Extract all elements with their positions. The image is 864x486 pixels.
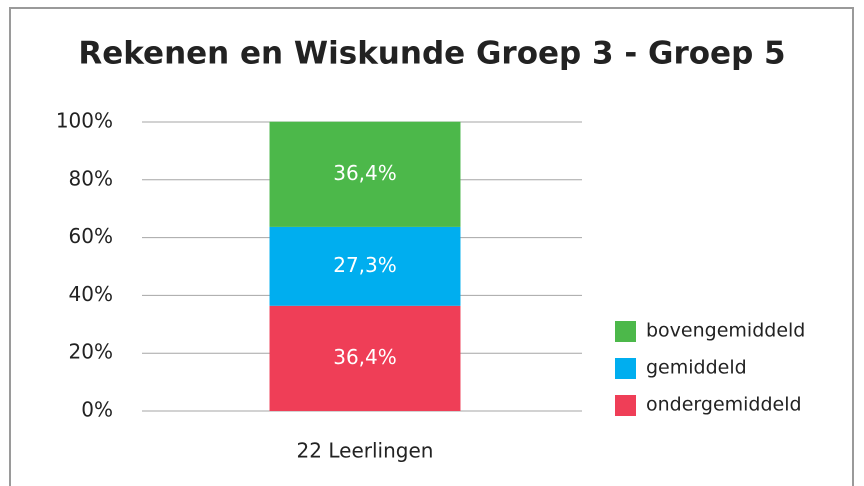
y-tick-label: 60% <box>69 224 113 248</box>
bar-segment <box>269 226 461 306</box>
legend-label: ondergemiddeld <box>646 394 802 416</box>
legend-swatch <box>615 321 636 342</box>
data-label: 36,4% <box>333 345 397 369</box>
y-tick-label: 0% <box>81 398 113 422</box>
y-tick-label: 80% <box>69 166 113 190</box>
legend-label: bovengemiddeld <box>646 320 805 342</box>
x-tick-label: 22 Leerlingen <box>297 439 434 463</box>
data-label: 27,3% <box>333 253 397 277</box>
bar-segment <box>269 121 461 227</box>
y-tick-label: 40% <box>69 282 113 306</box>
y-tick-label: 100% <box>56 109 113 133</box>
y-tick-label: 20% <box>69 340 113 364</box>
legend-swatch <box>615 358 636 379</box>
chart-title: Rekenen en Wiskunde Groep 3 - Groep 5 <box>78 36 785 72</box>
data-label: 36,4% <box>333 161 397 185</box>
legend-swatch <box>615 395 636 416</box>
legend-label: gemiddeld <box>646 357 747 379</box>
bar-segment <box>269 305 461 411</box>
